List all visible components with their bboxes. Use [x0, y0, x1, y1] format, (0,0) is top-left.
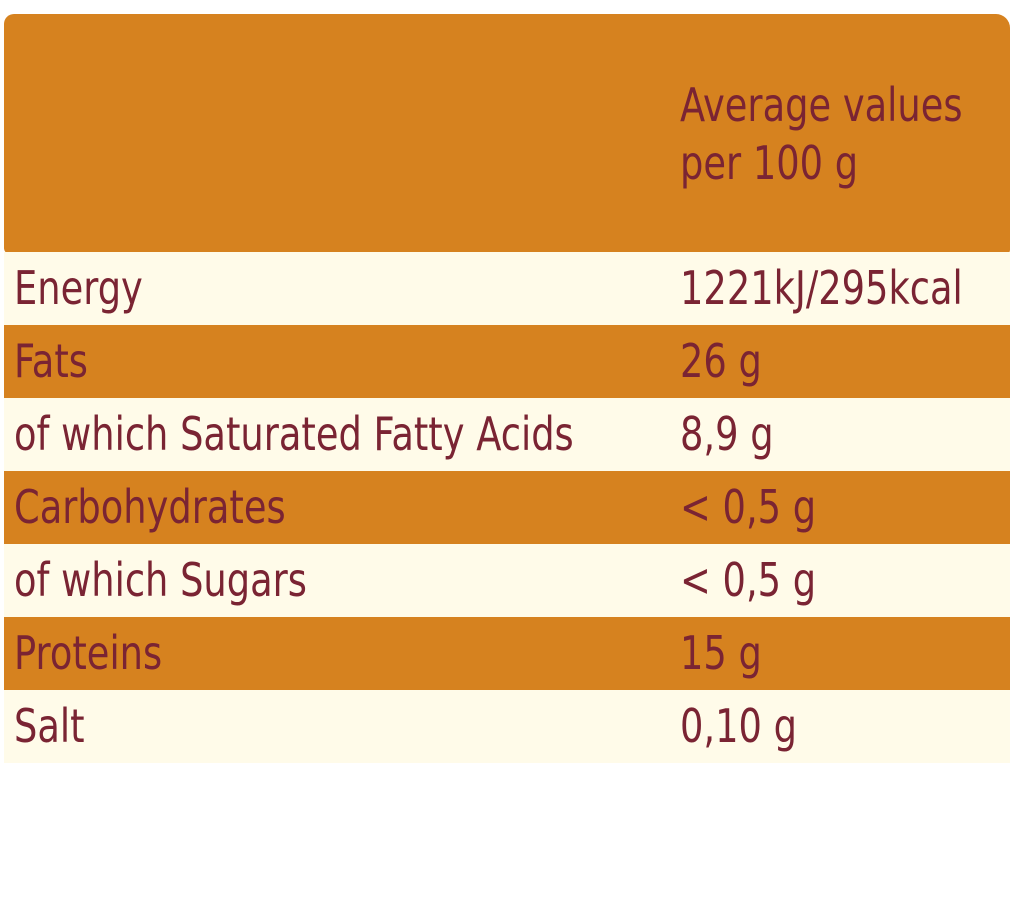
row-value: < 0,5 g	[680, 553, 817, 607]
table-row-proteins: Proteins 15 g	[4, 617, 1010, 690]
row-name: of which Saturated Fatty Acids	[14, 407, 574, 461]
row-name: Carbohydrates	[14, 480, 286, 534]
row-value: 15 g	[680, 626, 762, 680]
row-value: 0,10 g	[680, 699, 797, 753]
table-row-salt: Salt 0,10 g	[4, 690, 1010, 763]
header-line-1: Average values	[680, 78, 963, 132]
row-name: Fats	[14, 334, 88, 388]
table-header: Average values per 100 g	[4, 14, 1010, 254]
row-value: < 0,5 g	[680, 480, 817, 534]
row-name: Salt	[14, 699, 85, 753]
header-line-2: per 100 g	[680, 136, 859, 190]
row-value: 1221kJ/295kcal	[680, 261, 963, 315]
table-row-energy: Energy 1221kJ/295kcal	[4, 252, 1010, 325]
table-row-carbohydrates: Carbohydrates < 0,5 g	[4, 471, 1010, 544]
row-value: 8,9 g	[680, 407, 774, 461]
row-name: Energy	[14, 261, 143, 315]
row-value: 26 g	[680, 334, 762, 388]
table-row-fats: Fats 26 g	[4, 325, 1010, 398]
row-name: of which Sugars	[14, 553, 307, 607]
row-name: Proteins	[14, 626, 163, 680]
table-row-sugars: of which Sugars < 0,5 g	[4, 544, 1010, 617]
table-row-saturated-fatty-acids: of which Saturated Fatty Acids 8,9 g	[4, 398, 1010, 471]
header-label: Average values per 100 g	[680, 76, 963, 192]
